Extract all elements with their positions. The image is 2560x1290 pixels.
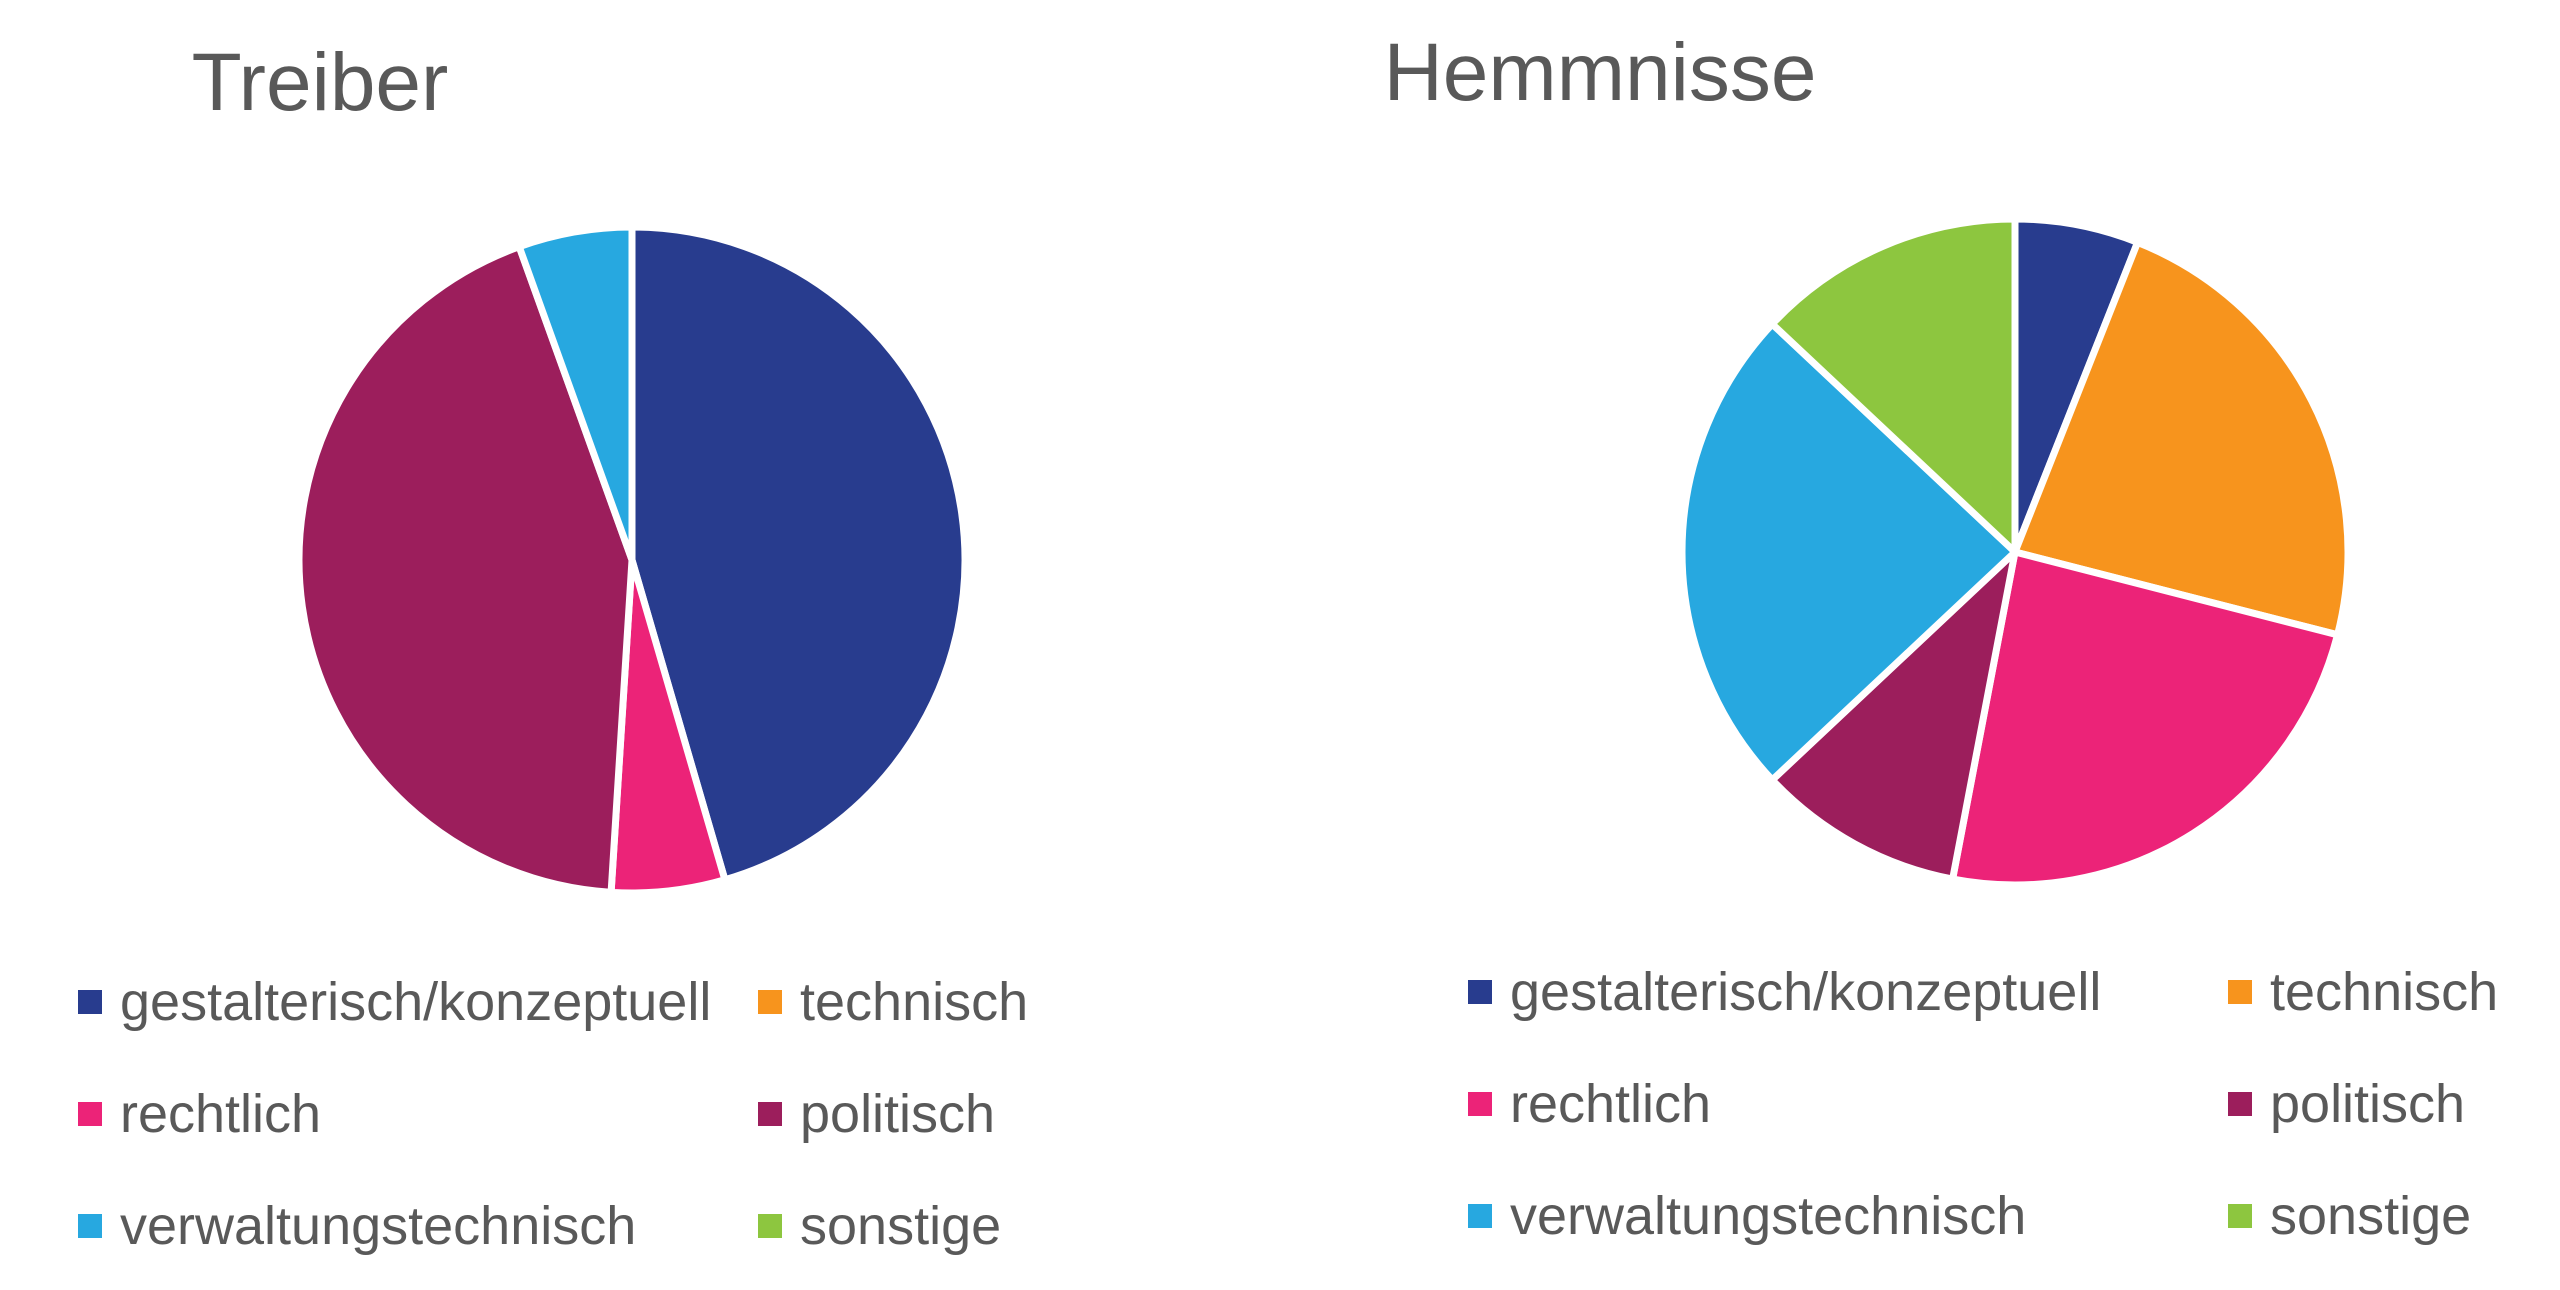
legend-item-technisch: technisch bbox=[2228, 965, 2498, 1019]
legend-swatch bbox=[1468, 1204, 1492, 1228]
legend-item-verwaltungstechnisch: verwaltungstechnisch bbox=[1468, 1189, 2026, 1243]
legend-swatch bbox=[758, 990, 782, 1014]
legend-item-gestalterisch-konzeptuell: gestalterisch/konzeptuell bbox=[78, 975, 711, 1029]
hemmnisse-chart-panel: Hemmnisse gestalterisch/konzeptuell techn… bbox=[1280, 0, 2560, 1290]
chart-title: Treiber bbox=[191, 37, 449, 128]
legend-label: verwaltungstechnisch bbox=[1510, 1186, 2027, 1246]
legend-item-technisch: technisch bbox=[758, 975, 1028, 1029]
legend-label: technisch bbox=[800, 972, 1029, 1032]
legend-item-sonstige: sonstige bbox=[2228, 1189, 2471, 1243]
legend-swatch bbox=[1468, 1092, 1492, 1116]
legend-label: technisch bbox=[2270, 962, 2499, 1022]
pie-slice-politisch bbox=[295, 243, 636, 896]
legend-swatch bbox=[78, 990, 102, 1014]
pie-slice-verwaltungstechnisch bbox=[515, 223, 636, 564]
legend-swatch bbox=[2228, 1092, 2252, 1116]
pie-slice-sonstige bbox=[1768, 215, 2019, 556]
legend-swatch bbox=[758, 1214, 782, 1238]
treiber-pie bbox=[295, 223, 969, 897]
pie-slice-politisch bbox=[1768, 548, 2019, 883]
hemmnisse-pie bbox=[1678, 215, 2352, 889]
legend-swatch bbox=[78, 1102, 102, 1126]
legend-label: verwaltungstechnisch bbox=[120, 1196, 637, 1256]
legend-label: sonstige bbox=[2270, 1186, 2472, 1246]
legend-label: politisch bbox=[800, 1084, 996, 1144]
legend-swatch bbox=[78, 1214, 102, 1238]
legend-item-rechtlich: rechtlich bbox=[78, 1087, 321, 1141]
legend-label: rechtlich bbox=[1510, 1074, 1712, 1134]
legend-swatch bbox=[2228, 1204, 2252, 1228]
legend-label: rechtlich bbox=[120, 1084, 322, 1144]
legend-swatch bbox=[2228, 980, 2252, 1004]
legend-label: politisch bbox=[2270, 1074, 2466, 1134]
legend-item-sonstige: sonstige bbox=[758, 1199, 1001, 1253]
legend-label: sonstige bbox=[800, 1196, 1002, 1256]
pie-slice-technisch bbox=[2011, 238, 2352, 639]
legend-item-gestalterisch-konzeptuell: gestalterisch/konzeptuell bbox=[1468, 965, 2101, 1019]
legend-item-politisch: politisch bbox=[758, 1087, 995, 1141]
pie-slice-verwaltungstechnisch bbox=[1678, 320, 2019, 784]
treiber-chart-panel: Treiber gestalterisch/konzeptuell technis… bbox=[78, 37, 1028, 1253]
legend-item-verwaltungstechnisch: verwaltungstechnisch bbox=[78, 1199, 636, 1253]
legend-item-rechtlich: rechtlich bbox=[1468, 1077, 1711, 1131]
chart-title: Hemmnisse bbox=[1383, 27, 1817, 118]
pie-slice-rechtlich bbox=[1949, 548, 2342, 889]
legend-item-politisch: politisch bbox=[2228, 1077, 2465, 1131]
legend-label: gestalterisch/konzeptuell bbox=[1510, 962, 2102, 1022]
legend-swatch bbox=[1468, 980, 1492, 1004]
legend-swatch bbox=[758, 1102, 782, 1126]
pie-slice-gestalterisch-konzeptuell bbox=[628, 223, 969, 884]
legend-label: gestalterisch/konzeptuell bbox=[120, 972, 712, 1032]
